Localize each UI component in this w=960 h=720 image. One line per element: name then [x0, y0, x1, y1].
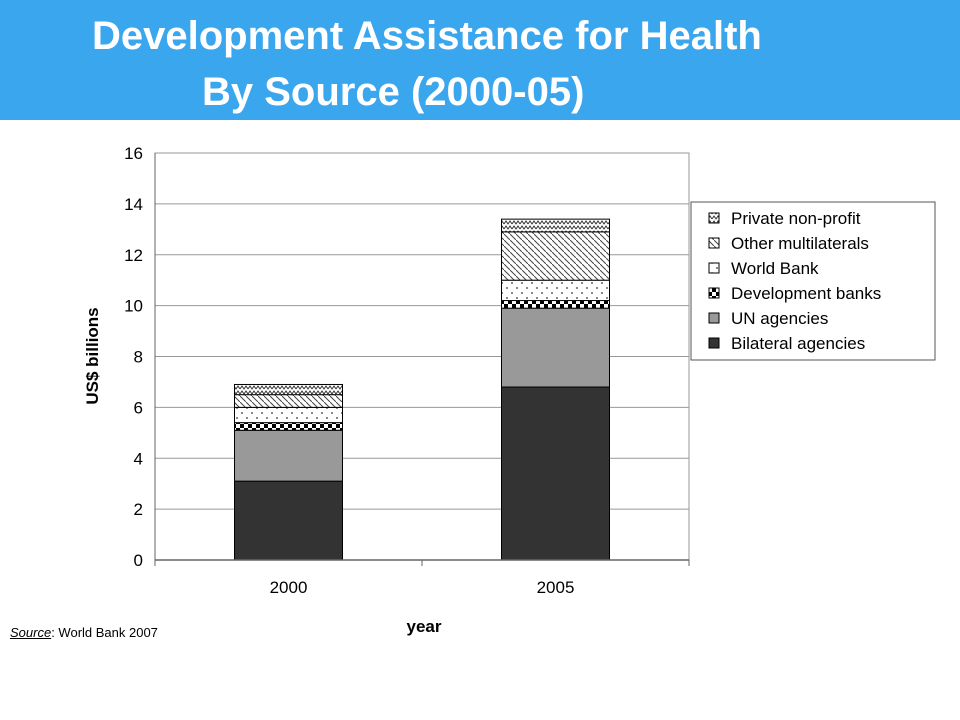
x-tick-label: 2000 [270, 578, 308, 597]
legend-label: World Bank [731, 259, 819, 278]
legend-label: Development banks [731, 284, 881, 303]
bar-segment-development-banks [501, 300, 610, 309]
legend-swatch [708, 312, 720, 324]
legend-swatch [708, 262, 720, 274]
bar-segment-other-multilaterals [501, 231, 610, 281]
x-axis-label: year [407, 617, 442, 636]
x-tick-label: 2005 [537, 578, 575, 597]
bar-segment-un-agencies [501, 307, 610, 388]
bar-segment-development-banks [234, 422, 343, 431]
bar-segment-bilateral-agencies [501, 386, 610, 561]
y-tick-label: 12 [124, 246, 143, 265]
y-tick-label: 4 [134, 449, 143, 468]
legend-swatch [708, 237, 720, 249]
y-tick-label: 10 [124, 297, 143, 316]
y-tick-label: 0 [134, 551, 143, 570]
y-tick-label: 2 [134, 500, 143, 519]
legend-label: Bilateral agencies [731, 334, 865, 353]
bar-segment-other-multilaterals [234, 394, 343, 408]
bar-segment-private-non-profit [501, 218, 610, 233]
bar-segment-un-agencies [234, 429, 343, 482]
bar-segment-world-bank [501, 279, 610, 302]
source-label: Source [10, 625, 52, 640]
slide-title-line-2: By Source (2000-05) [202, 70, 585, 114]
source-text: : World Bank 2007 [51, 625, 158, 640]
legend-swatch [708, 337, 720, 349]
source-note: Source: World Bank 2007 [10, 625, 158, 640]
legend-swatch [708, 212, 720, 224]
y-tick-label: 14 [124, 195, 143, 214]
bar-segment-world-bank [234, 406, 343, 424]
y-tick-label: 8 [134, 348, 143, 367]
legend-label: UN agencies [731, 309, 828, 328]
y-axis-label: US$ billions [83, 307, 102, 404]
title-banner [0, 0, 960, 120]
bar-segment-bilateral-agencies [234, 480, 343, 561]
legend-box [690, 201, 936, 361]
legend-label: Private non-profit [731, 209, 861, 228]
y-tick-label: 6 [134, 398, 143, 417]
y-tick-label: 16 [124, 144, 143, 163]
bar-segment-private-non-profit [234, 383, 343, 396]
slide-title-line-1: Development Assistance for Health [92, 14, 762, 58]
legend-label: Other multilaterals [731, 234, 869, 253]
legend-swatch [708, 287, 720, 299]
